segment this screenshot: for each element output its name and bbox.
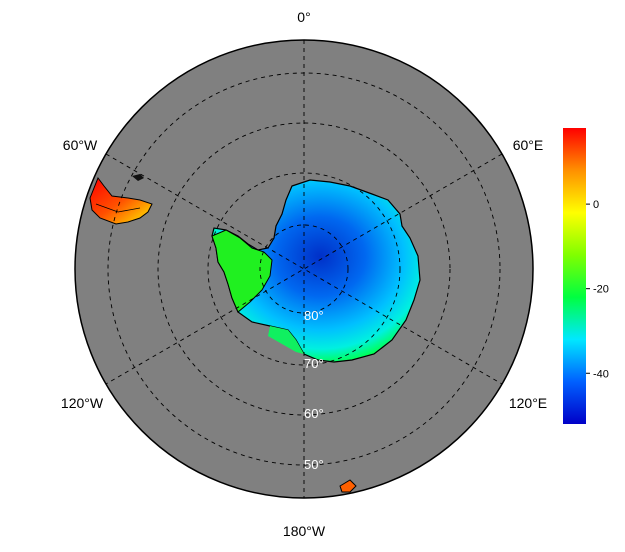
colorbar-tick-label: -20	[593, 284, 609, 296]
lat-label-50: 50°	[304, 457, 324, 472]
lat-label-70: 70°	[304, 356, 324, 371]
antarctic-peninsula	[211, 229, 273, 313]
south-america-detail	[95, 203, 141, 213]
lon-label-120w: 120°W	[61, 395, 104, 411]
colorbar-tick-label: -40	[593, 368, 609, 380]
lon-label-180w: 180°W	[283, 523, 326, 539]
lon-label-60e: 60°E	[513, 137, 544, 153]
lat-label-80: 80°	[304, 308, 324, 323]
lon-label-0: 0°	[297, 9, 310, 25]
lat-label-60: 60°	[304, 406, 324, 421]
colorbar-bar	[563, 128, 586, 424]
lon-label-60w: 60°W	[63, 137, 98, 153]
south-america-landmass	[89, 176, 153, 225]
campbell-island	[339, 479, 357, 493]
lat-circle-70	[207, 172, 401, 366]
ice-shelf-region	[268, 326, 304, 354]
falkland-islands	[132, 174, 144, 181]
lat-circle-60	[157, 122, 451, 416]
graticule	[105, 40, 503, 498]
colorbar-tick-label: 0	[593, 199, 599, 211]
map-border	[74, 39, 534, 499]
lon-label-120e: 120°E	[509, 395, 547, 411]
colorbar: 0 -20 -40	[563, 128, 609, 424]
lat-circle-80	[259, 224, 349, 314]
